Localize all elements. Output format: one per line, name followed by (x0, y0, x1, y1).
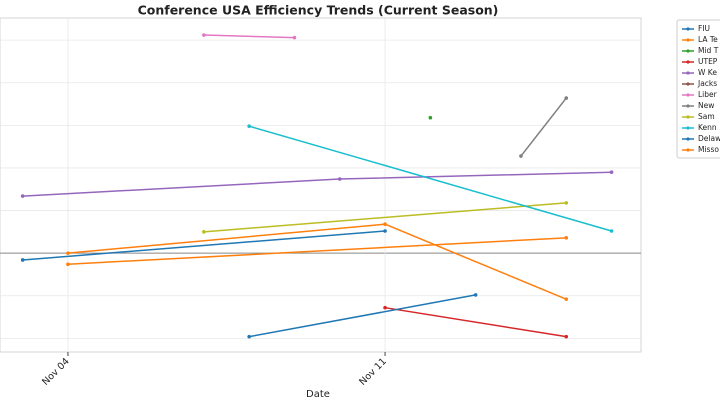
x-tick-label: Nov 04 (40, 356, 72, 388)
legend-label: Sam (698, 112, 715, 121)
plot-area (0, 17, 642, 353)
series-line (67, 223, 567, 300)
series-line (248, 125, 612, 232)
legend-marker (686, 104, 690, 108)
point (609, 170, 614, 175)
legend-marker (686, 27, 690, 31)
point (337, 177, 342, 181)
point (428, 115, 433, 120)
legend-label: Kenn (698, 123, 717, 132)
point (473, 293, 478, 297)
point (202, 33, 206, 37)
legend-marker (686, 148, 690, 152)
point (383, 305, 387, 310)
x-tick-label: Nov 11 (357, 356, 389, 388)
legend-label: LA Te (698, 35, 718, 44)
legend-marker (686, 115, 690, 119)
point (66, 262, 70, 267)
point (519, 154, 523, 158)
point (247, 124, 251, 129)
point (66, 251, 70, 255)
point (564, 334, 569, 339)
legend-marker (686, 49, 690, 53)
point (383, 222, 387, 226)
legend-marker (686, 137, 690, 141)
point (202, 230, 206, 234)
point (20, 194, 25, 198)
point (292, 35, 297, 40)
point (564, 297, 569, 301)
series-line (67, 237, 567, 265)
series-line (203, 202, 567, 233)
series-line (22, 171, 612, 197)
legend-marker (686, 93, 690, 97)
legend-marker (686, 126, 690, 130)
series-line (203, 34, 295, 39)
point (564, 201, 569, 205)
legend-label: FIU (698, 24, 710, 33)
legend-marker (686, 82, 690, 86)
legend-marker (686, 60, 690, 64)
chart-title: Conference USA Efficiency Trends (Curren… (138, 3, 499, 18)
legend-label: New (698, 101, 714, 110)
series-line (520, 97, 567, 157)
legend-label: Liber (698, 90, 718, 99)
legend-label: Misso (698, 145, 719, 154)
legend-label: UTEP (698, 57, 718, 66)
point (383, 229, 387, 233)
legend-marker (686, 38, 690, 42)
point (609, 229, 614, 233)
legend-label: W Ke (698, 68, 717, 77)
point (564, 96, 569, 100)
series-line (384, 306, 567, 338)
legend-marker (686, 71, 690, 75)
legend-label: Delaw (698, 134, 720, 143)
legend-label: Jacks (697, 79, 717, 88)
x-axis-label: Date (306, 389, 330, 400)
legend-box (676, 19, 720, 159)
point (564, 236, 569, 240)
point (247, 334, 251, 339)
legend-label: Mid T (698, 46, 719, 55)
series-line (249, 294, 476, 338)
series-line (22, 230, 386, 261)
point (20, 258, 25, 262)
